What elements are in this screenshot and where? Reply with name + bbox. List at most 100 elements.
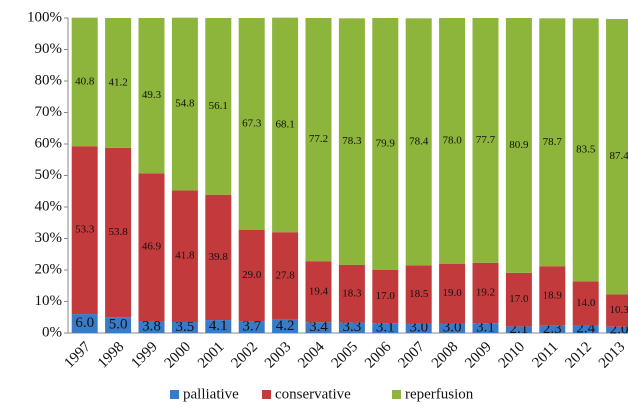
bar-segment [439,323,466,333]
value-label: 83.5 [576,143,596,155]
value-label: 3.0 [443,320,462,336]
x-tick-label: 2010 [496,339,529,372]
y-tick-label: 80% [35,72,63,88]
value-label: 29.0 [242,269,262,281]
bar-segment [439,18,466,264]
bar-segment [539,325,566,333]
value-label: 19.0 [442,287,462,299]
x-tick-label: 2003 [262,339,295,372]
value-label: 49.3 [142,89,162,101]
bar-segment [572,325,599,333]
bar-segment [405,18,432,266]
bar-segment [539,266,566,326]
value-label: 68.1 [275,118,294,130]
bar-segment [338,18,365,265]
y-tick-label: 40% [35,198,63,214]
value-label: 3.1 [476,320,495,336]
x-tick-label: 2013 [596,339,628,372]
legend-swatch [262,390,271,399]
y-tick-label: 100% [27,9,62,25]
bar-segment [238,321,265,333]
legend-swatch [392,390,401,399]
value-label: 67.3 [242,118,262,130]
y-tick-label: 10% [35,293,63,309]
x-tick-label: 2001 [195,339,228,372]
bar-segment [272,319,299,333]
value-label: 6.0 [75,315,94,331]
x-tick-label: 2007 [395,339,428,372]
bar-segment [205,18,232,195]
bar-segment [405,323,432,333]
value-label: 17.0 [509,293,529,305]
bar-segment [472,323,499,333]
value-label: 78.4 [409,135,429,147]
x-tick-label: 1998 [95,339,128,372]
value-label: 41.2 [108,76,127,88]
value-label: 10.3 [609,304,628,316]
bar-segment [105,147,132,318]
bar-segment [439,263,466,324]
value-label: 78.7 [543,136,563,148]
bar-segment [606,326,628,333]
legend-label: palliative [183,386,239,402]
bar-segment [171,321,198,333]
value-label: 53.8 [108,226,128,238]
value-label: 40.8 [75,75,95,87]
x-tick-label: 1997 [61,339,94,372]
bar-segment [205,194,232,321]
value-label: 18.9 [543,290,563,302]
x-tick-label: 2004 [295,339,328,372]
value-label: 17.0 [376,290,396,302]
bar-segment [338,322,365,333]
bar-segment [505,272,532,327]
bar-segment [71,146,98,315]
bar-segment [539,18,566,267]
y-tick-label: 70% [35,104,63,120]
bar-segment [372,323,399,333]
x-tick-label: 1999 [128,339,161,372]
value-label: 39.8 [209,251,229,263]
value-label: 41.8 [175,250,195,262]
value-label: 79.9 [376,137,396,149]
y-tick-label: 30% [35,230,63,246]
bar-segment [372,18,399,270]
bar-segment [505,18,532,273]
value-label: 54.8 [175,98,195,110]
value-label: 18.3 [342,287,362,299]
bar-segment [138,18,165,174]
value-label: 87.4 [609,150,628,162]
bar-segment [272,232,299,320]
value-label: 3.0 [409,320,428,336]
bar-segment [138,321,165,333]
bar-segment [305,18,332,262]
x-tick-label: 2005 [329,339,362,372]
value-label: 78.0 [442,134,462,146]
x-tick-label: 2006 [362,339,395,372]
value-label: 80.9 [509,139,529,151]
value-label: 27.8 [275,270,295,282]
x-tick-label: 2009 [462,339,495,372]
value-label: 3.8 [142,318,161,334]
legend-label: conservative [275,386,351,402]
bar-segment [105,317,132,333]
value-label: 46.9 [142,241,162,253]
value-label: 3.7 [242,319,261,335]
value-label: 14.0 [576,297,596,309]
y-tick-label: 50% [35,167,63,183]
value-label: 78.3 [342,135,362,147]
y-tick-label: 60% [35,135,63,151]
bar-segment [71,17,98,147]
bar-segment [105,18,132,148]
bar-segment [305,261,332,323]
value-label: 5.0 [109,317,128,333]
value-label: 3.1 [376,320,395,336]
x-tick-label: 2008 [429,339,462,372]
bar-segment [472,262,499,324]
bar-segment [238,229,265,322]
value-label: 4.2 [276,318,295,334]
x-tick-label: 2000 [162,339,195,372]
x-tick-label: 2011 [529,339,561,371]
value-label: 53.3 [75,224,95,236]
x-tick-label: 2002 [228,339,261,372]
bar-segment [372,269,399,324]
